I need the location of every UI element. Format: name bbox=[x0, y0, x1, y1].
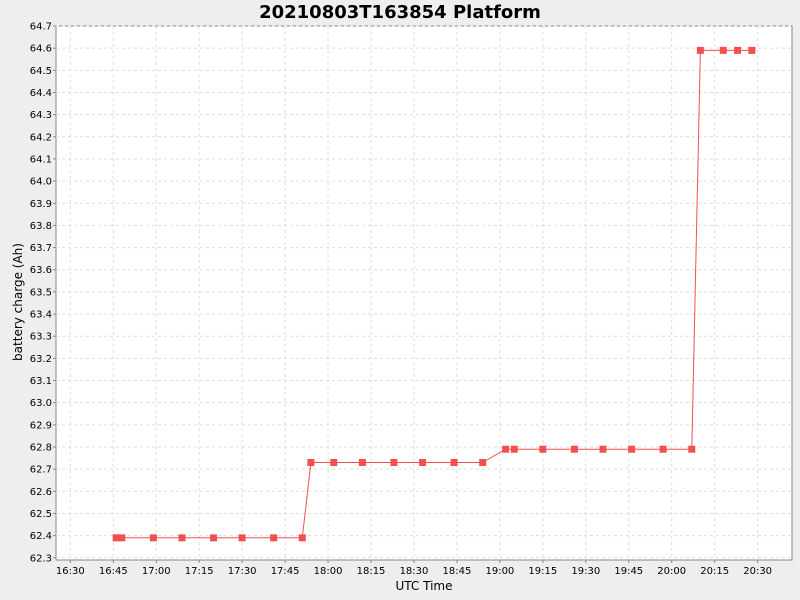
y-tick-label: 62.9 bbox=[30, 420, 52, 431]
x-tick-label: 19:45 bbox=[614, 566, 643, 577]
data-point bbox=[307, 459, 315, 467]
y-tick-label: 62.4 bbox=[30, 531, 52, 542]
y-tick-label: 63.4 bbox=[30, 310, 52, 321]
x-tick-label: 19:30 bbox=[571, 566, 600, 577]
y-tick-label: 63.6 bbox=[30, 265, 52, 276]
y-tick-label: 64.6 bbox=[30, 44, 52, 55]
x-tick-label: 20:30 bbox=[743, 566, 772, 577]
x-tick-label: 20:15 bbox=[700, 566, 729, 577]
data-point bbox=[479, 459, 487, 467]
series-layer bbox=[112, 46, 756, 542]
data-point bbox=[270, 534, 278, 542]
y-tick-label: 62.6 bbox=[30, 487, 52, 498]
x-tick-label: 17:15 bbox=[185, 566, 214, 577]
data-point bbox=[719, 46, 727, 54]
y-tick-label: 64.3 bbox=[30, 110, 52, 121]
data-point bbox=[688, 445, 696, 453]
data-point bbox=[510, 445, 518, 453]
data-point bbox=[390, 459, 398, 467]
x-tick-label: 16:45 bbox=[99, 566, 128, 577]
data-point bbox=[358, 459, 366, 467]
data-point bbox=[659, 445, 667, 453]
y-tick-label: 63.2 bbox=[30, 354, 52, 365]
data-point bbox=[628, 445, 636, 453]
data-point bbox=[118, 534, 126, 542]
chart-title: 20210803T163854 Platform bbox=[259, 2, 541, 23]
data-point bbox=[450, 459, 458, 467]
y-tick-label: 63.1 bbox=[30, 376, 52, 387]
x-tick-label: 17:30 bbox=[228, 566, 257, 577]
y-tick-label: 62.5 bbox=[30, 509, 52, 520]
y-tick-label: 64.5 bbox=[30, 66, 52, 77]
y-tick-label: 63.5 bbox=[30, 287, 52, 298]
y-tick-label: 63.9 bbox=[30, 199, 52, 210]
data-point bbox=[298, 534, 306, 542]
data-point bbox=[178, 534, 186, 542]
x-tick-label: 19:15 bbox=[528, 566, 557, 577]
data-point bbox=[112, 534, 120, 542]
x-axis-ticks: 16:30 16:45 17:00 17:15 17:30 17:45 18:00 18:15… bbox=[56, 560, 772, 577]
x-tick-label: 20:00 bbox=[657, 566, 686, 577]
y-tick-label: 62.3 bbox=[30, 553, 52, 564]
data-point bbox=[330, 459, 338, 467]
x-tick-label: 17:00 bbox=[142, 566, 171, 577]
plot-area bbox=[55, 25, 793, 561]
y-tick-label: 62.7 bbox=[30, 465, 52, 476]
x-tick-label: 19:00 bbox=[485, 566, 514, 577]
x-tick-label: 18:15 bbox=[357, 566, 386, 577]
data-point bbox=[149, 534, 157, 542]
x-tick-label: 16:30 bbox=[56, 566, 85, 577]
y-tick-label: 62.8 bbox=[30, 442, 52, 453]
y-tick-label: 63.7 bbox=[30, 243, 52, 254]
x-tick-label: 17:45 bbox=[271, 566, 300, 577]
x-tick-label: 18:00 bbox=[314, 566, 343, 577]
data-point bbox=[570, 445, 578, 453]
x-tick-label: 18:45 bbox=[443, 566, 472, 577]
data-point bbox=[599, 445, 607, 453]
y-tick-label: 64.7 bbox=[30, 22, 52, 33]
data-point bbox=[419, 459, 427, 467]
y-tick-label: 64.1 bbox=[30, 154, 52, 165]
grid-lines bbox=[56, 25, 792, 560]
y-tick-label: 64.2 bbox=[30, 132, 52, 143]
y-tick-label: 63.3 bbox=[30, 332, 52, 343]
data-point bbox=[748, 46, 756, 54]
y-tick-label: 64.0 bbox=[30, 177, 52, 188]
x-axis-title: UTC Time bbox=[396, 579, 453, 593]
y-tick-label: 63.0 bbox=[30, 398, 52, 409]
x-tick-label: 18:30 bbox=[400, 566, 429, 577]
data-point bbox=[502, 445, 510, 453]
data-point bbox=[539, 445, 547, 453]
y-tick-label: 64.4 bbox=[30, 88, 52, 99]
data-point bbox=[734, 46, 742, 54]
y-axis-title: battery charge (Ah) bbox=[11, 243, 25, 361]
data-point bbox=[238, 534, 246, 542]
y-tick-label: 63.8 bbox=[30, 221, 52, 232]
y-axis-ticks: 62.3 62.4 62.5 62.6 62.7 62.8 62.9 63.0 63.1 63.2… bbox=[30, 22, 56, 564]
data-point bbox=[696, 46, 704, 54]
data-point bbox=[210, 534, 218, 542]
